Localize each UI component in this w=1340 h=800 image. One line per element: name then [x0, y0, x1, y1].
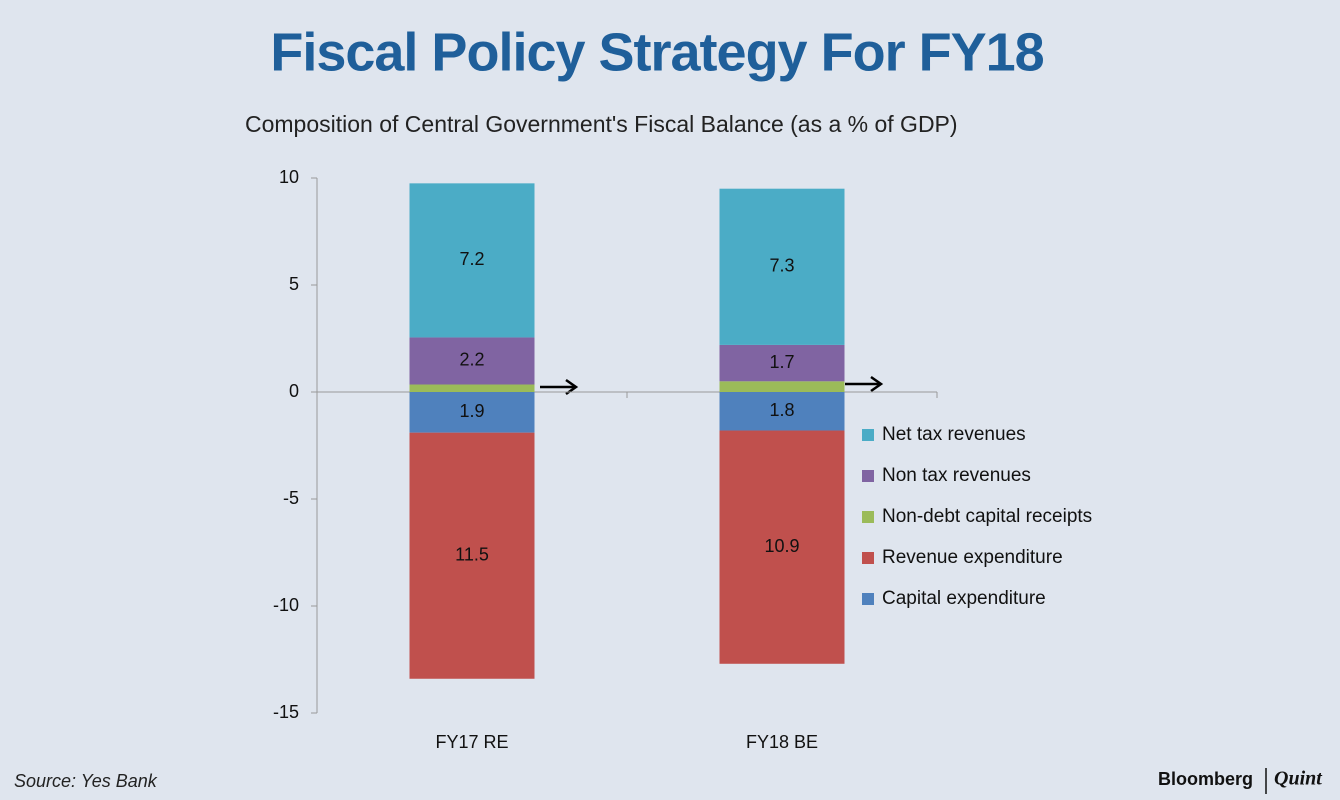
- bar-segment: [719, 392, 845, 431]
- bar-segment: [719, 344, 845, 382]
- data-label: 1.8: [769, 400, 794, 420]
- data-label: 7.2: [459, 249, 484, 269]
- bar-segment: [409, 432, 535, 679]
- legend-label: Revenue expenditure: [882, 547, 1063, 568]
- brand: Quint: [1274, 768, 1323, 790]
- data-label: 2.2: [459, 350, 484, 370]
- legend-swatch: [862, 470, 874, 482]
- chart-subtitle: Composition of Central Government's Fisc…: [245, 111, 958, 137]
- bar-segment: [409, 392, 535, 433]
- data-label: 7.3: [769, 256, 794, 276]
- x-tick-label: FY17 RE: [435, 732, 508, 752]
- legend-label: Capital expenditure: [882, 588, 1046, 609]
- data-label: 1.7: [769, 352, 794, 372]
- x-tick-label: FY18 BE: [746, 732, 818, 752]
- y-tick-label: 0: [289, 381, 299, 401]
- y-tick-label: -10: [273, 595, 299, 615]
- y-tick-label: 5: [289, 274, 299, 294]
- legend-label: Non tax revenues: [882, 465, 1031, 486]
- source: Source: Yes Bank: [14, 771, 158, 791]
- brand: Bloomberg: [1158, 769, 1253, 789]
- legend-swatch: [862, 429, 874, 441]
- bar-segment: [409, 337, 535, 385]
- legend-swatch: [862, 552, 874, 564]
- chart-title: Fiscal Policy Strategy For FY18: [270, 22, 1043, 82]
- bar-segment: [719, 430, 845, 664]
- legend-swatch: [862, 511, 874, 523]
- legend-label: Non-debt capital receipts: [882, 506, 1092, 527]
- legend-swatch: [862, 593, 874, 605]
- data-label: 1.9: [459, 401, 484, 421]
- data-label: 10.9: [764, 536, 799, 556]
- y-tick-label: 10: [279, 167, 299, 187]
- data-label: 11.5: [455, 544, 489, 564]
- legend-label: Net tax revenues: [882, 424, 1026, 445]
- bar-segment: [409, 183, 535, 338]
- y-tick-label: -5: [283, 488, 299, 508]
- bar-segment: [719, 188, 845, 345]
- bar-segment: [719, 381, 845, 392]
- bar-segment: [409, 384, 535, 392]
- y-tick-label: -15: [273, 702, 299, 722]
